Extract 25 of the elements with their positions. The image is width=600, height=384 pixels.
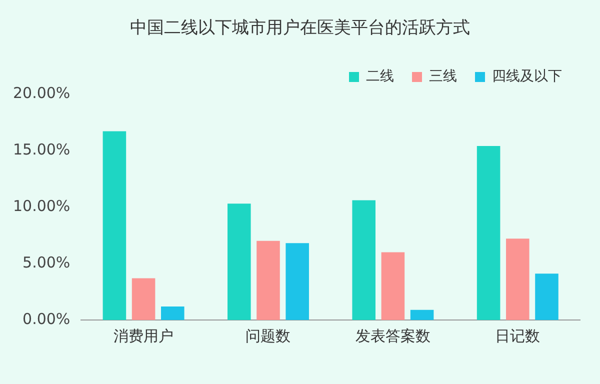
- bar: [352, 200, 376, 320]
- bar: [132, 278, 156, 320]
- bar: [535, 274, 558, 320]
- y-tick-label: 20.00%: [12, 84, 70, 102]
- legend-label: 四线及以下: [492, 68, 562, 85]
- y-tick-label: 5.00%: [22, 253, 70, 272]
- x-tick-label: 消费用户: [114, 326, 174, 345]
- x-tick-label: 日记数: [495, 326, 540, 345]
- x-tick-label: 问题数: [246, 326, 291, 345]
- legend-label: 三线: [429, 68, 457, 85]
- bar: [256, 240, 280, 320]
- bar: [410, 310, 434, 320]
- y-tick-label: 15.00%: [12, 140, 70, 158]
- bar: [381, 252, 405, 320]
- x-tick-label: 发表答案数: [355, 326, 430, 345]
- bar: [102, 131, 126, 320]
- bar: [286, 243, 309, 320]
- y-tick-label: 0.00%: [22, 310, 70, 328]
- y-tick-label: 10.00%: [12, 196, 70, 215]
- bar: [228, 204, 251, 320]
- bar: [506, 238, 530, 320]
- bar: [476, 146, 500, 320]
- chart-title: 中国二线以下城市用户在医美平台的活跃方式: [129, 17, 471, 40]
- legend-label: 二线: [366, 68, 394, 85]
- bar: [161, 306, 184, 320]
